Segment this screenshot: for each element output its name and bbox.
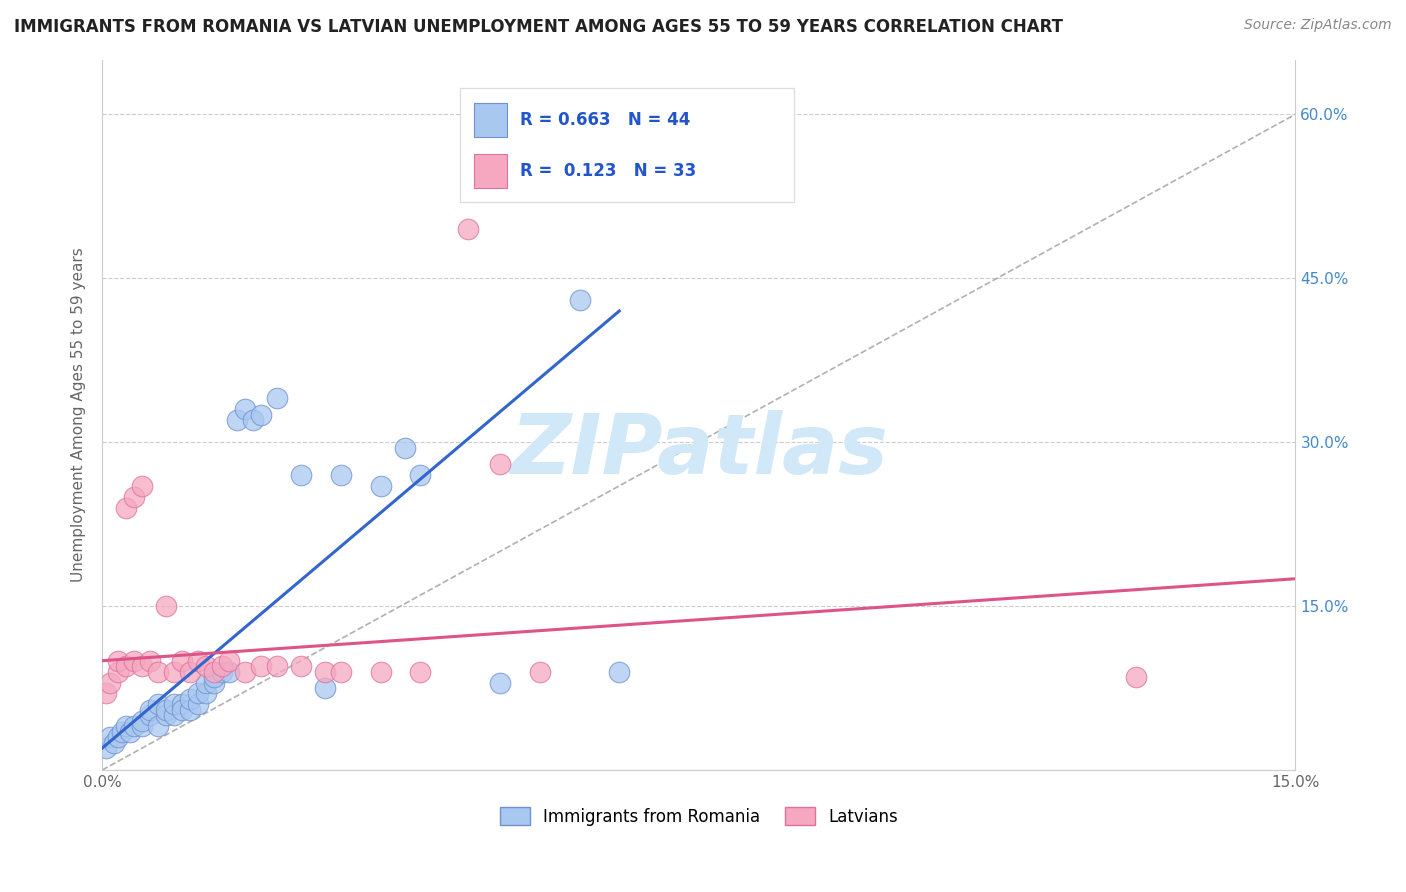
Point [529,665,551,679]
Point [211,659,233,673]
Point [122,719,145,733]
Point [218,654,240,668]
Point [96,741,118,756]
Point [266,392,288,406]
Point [170,654,193,668]
Y-axis label: Unemployment Among Ages 55 to 59 years: Unemployment Among Ages 55 to 59 years [72,247,86,582]
Point [202,670,225,684]
Point [266,659,288,673]
Point [146,665,169,679]
Point [139,654,162,668]
Point [242,413,264,427]
Point [290,467,312,482]
Point [155,599,177,613]
Point [115,719,138,733]
Point [146,698,169,712]
Point [179,692,201,706]
Point [98,730,121,744]
Point [218,665,240,679]
Text: Source: ZipAtlas.com: Source: ZipAtlas.com [1244,18,1392,32]
Point [155,703,177,717]
Point [107,665,129,679]
Point [187,686,209,700]
Point [394,441,416,455]
Point [155,708,177,723]
Point [170,703,193,717]
Point [568,293,591,307]
Point [122,490,145,504]
Point [314,681,336,695]
Point [115,659,138,673]
Point [163,708,186,723]
Point [187,698,209,712]
Point [489,457,512,471]
Point [118,724,141,739]
Point [211,665,233,679]
Point [250,408,273,422]
Point [1125,670,1147,684]
Point [370,479,392,493]
Point [131,479,153,493]
Point [194,686,217,700]
Point [370,665,392,679]
Point [226,413,249,427]
Point [107,730,129,744]
Point [235,402,257,417]
Point [235,665,257,679]
Point [139,703,162,717]
Point [179,665,201,679]
Point [122,654,145,668]
Point [329,665,352,679]
Point [409,665,432,679]
Point [103,736,125,750]
Point [131,659,153,673]
Point [139,708,162,723]
Point [170,698,193,712]
Point [202,665,225,679]
Point [107,654,129,668]
Text: IMMIGRANTS FROM ROMANIA VS LATVIAN UNEMPLOYMENT AMONG AGES 55 TO 59 YEARS CORREL: IMMIGRANTS FROM ROMANIA VS LATVIAN UNEMP… [14,18,1063,36]
Point [146,719,169,733]
Point [489,675,512,690]
Point [111,724,134,739]
Point [96,686,118,700]
Point [163,665,186,679]
Point [179,703,201,717]
Point [194,659,217,673]
Point [131,714,153,728]
Point [187,654,209,668]
Point [163,698,186,712]
Point [409,467,432,482]
Point [194,675,217,690]
Point [329,467,352,482]
Point [98,675,121,690]
Point [607,665,630,679]
Legend: Immigrants from Romania, Latvians: Immigrants from Romania, Latvians [499,807,898,826]
Point [250,659,273,673]
Point [115,500,138,515]
Point [314,665,336,679]
Point [202,675,225,690]
Text: ZIPatlas: ZIPatlas [510,409,887,491]
Point [290,659,312,673]
Point [457,222,479,236]
Point [131,719,153,733]
